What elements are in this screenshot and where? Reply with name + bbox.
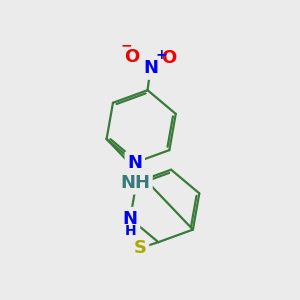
Text: −: − xyxy=(120,39,132,52)
Text: O: O xyxy=(161,49,176,67)
Text: +: + xyxy=(156,48,167,62)
Text: NH: NH xyxy=(120,174,150,192)
Text: N: N xyxy=(123,209,138,227)
Text: N: N xyxy=(127,154,142,172)
Text: N: N xyxy=(143,59,158,77)
Text: H: H xyxy=(125,224,136,238)
Text: O: O xyxy=(124,48,139,66)
Text: S: S xyxy=(134,239,147,257)
